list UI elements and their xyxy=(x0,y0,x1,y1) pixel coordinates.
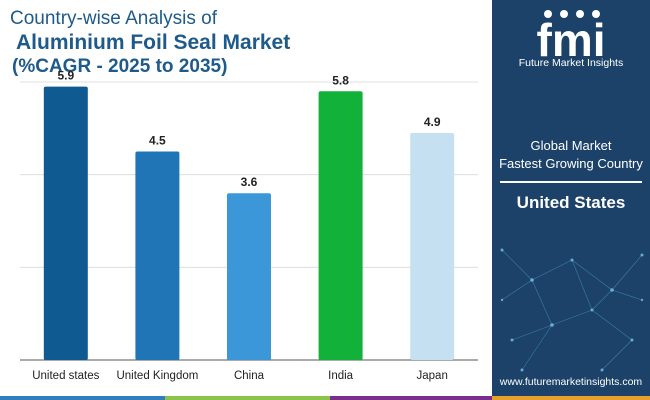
x-tick-label: United Kingdom xyxy=(116,370,198,382)
panel-divider xyxy=(500,181,642,183)
data-label: 4.5 xyxy=(149,134,166,148)
bottom-stripe-3 xyxy=(330,396,492,400)
panel-label-global-market: Global Market xyxy=(530,138,612,153)
data-label: 5.9 xyxy=(57,69,74,83)
x-tick-label: United states xyxy=(32,370,99,382)
chart-title: Country-wise Analysis of Aluminium Foil … xyxy=(10,8,480,78)
panel-label-fastest-growing: Fastest Growing Country xyxy=(499,156,643,171)
bar-japan xyxy=(410,132,455,360)
bottom-stripe-2 xyxy=(165,396,330,400)
title-line-1: Country-wise Analysis of xyxy=(10,8,217,29)
logo-text: fmi xyxy=(537,14,606,66)
bar-india xyxy=(318,91,363,361)
bar-united-states xyxy=(43,86,88,360)
fastest-growing-country: United States xyxy=(516,193,626,212)
x-tick-label: China xyxy=(234,370,265,382)
title-line-2: Aluminium Foil Seal Market xyxy=(16,31,291,54)
network-graphic-icon xyxy=(500,248,644,372)
title-line-3: (%CAGR - 2025 to 2035) xyxy=(12,56,228,77)
side-panel: fmi Future Market Insights Global Market… xyxy=(492,0,650,400)
bar-china xyxy=(227,193,271,360)
data-label: 3.6 xyxy=(241,175,258,189)
bottom-stripe-1 xyxy=(0,396,165,400)
bar-chart: 5.9 United states 4.5 United Kingdom 3.6 Chin… xyxy=(20,69,478,382)
x-tick-label: India xyxy=(328,370,354,382)
website-link[interactable]: www.futuremarketinsights.com xyxy=(499,376,643,388)
data-label: 4.9 xyxy=(424,115,441,129)
data-label: 5.8 xyxy=(332,73,349,87)
bar-united-kingdom xyxy=(135,151,180,360)
fmi-logo-icon: fmi xyxy=(537,10,606,66)
x-tick-label: Japan xyxy=(417,370,448,382)
logo-caption: Future Market Insights xyxy=(518,57,624,69)
bottom-stripe-4 xyxy=(492,396,650,400)
